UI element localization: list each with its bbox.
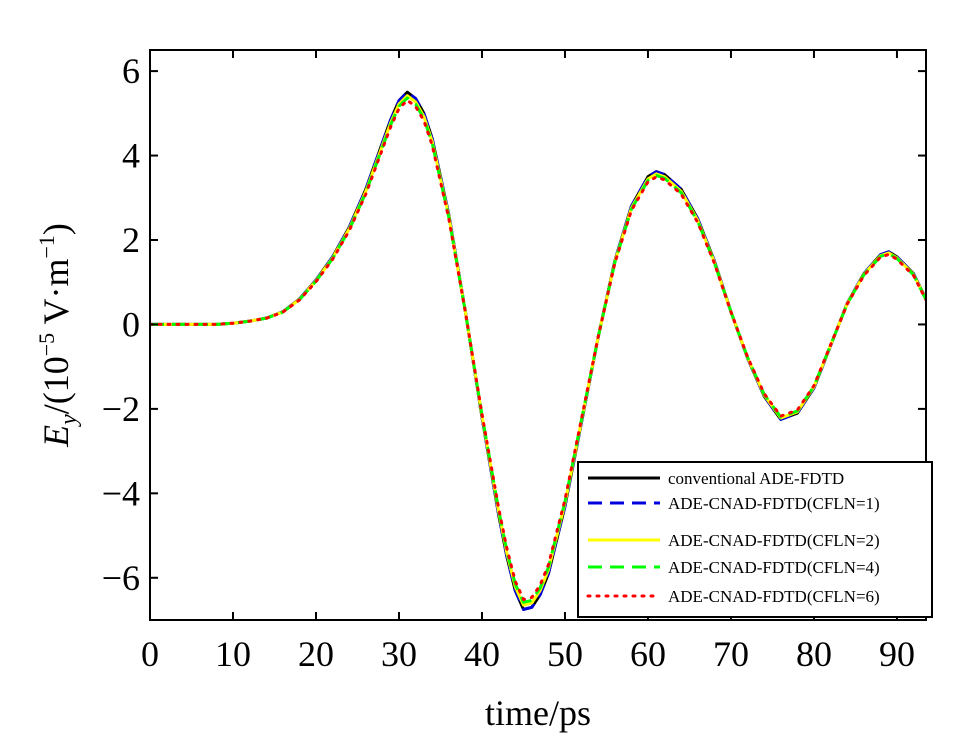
x-tick-label: 40: [464, 634, 500, 674]
x-tick-label: 50: [547, 634, 583, 674]
x-tick-label: 90: [879, 634, 915, 674]
x-tick-label: 80: [796, 634, 832, 674]
legend-label-5: ADE-CNAD-FDTD(CFLN=6): [668, 587, 880, 606]
y-tick-label: 0: [122, 304, 140, 344]
y-axis-label-unit-exponent: −1: [34, 235, 59, 258]
y-axis-label-prefix: E: [36, 425, 76, 448]
y-axis-label-subscript: y: [56, 414, 82, 427]
y-tick-label: 6: [122, 51, 140, 91]
y-axis-label-exponent: −5: [34, 333, 59, 356]
y-tick-label: −6: [102, 558, 140, 598]
legend-label-2: ADE-CNAD-FDTD(CFLN=1): [668, 494, 880, 513]
plot-lines: [150, 90, 926, 611]
x-tick-label: 30: [381, 634, 417, 674]
y-axis-label-unit: V·m: [36, 259, 76, 333]
y-ticks: −6 −4 −2 0 2 4 6: [102, 51, 926, 598]
x-tick-label: 20: [298, 634, 334, 674]
y-axis-label-open: /(10: [36, 356, 76, 414]
plot-frame: [149, 49, 927, 621]
y-tick-label: −4: [102, 473, 140, 513]
x-tick-label: 70: [713, 634, 749, 674]
x-ticks: 0 10 20 30 40 50 60 70 80 90: [141, 50, 915, 674]
y-tick-label: −2: [102, 389, 140, 429]
x-tick-label: 60: [630, 634, 666, 674]
series-line-5: [150, 98, 926, 601]
legend: conventional ADE-FDTD ADE-CNAD-FDTD(CFLN=…: [577, 461, 933, 618]
x-tick-label: 10: [215, 634, 251, 674]
y-axis-label-close: ): [36, 223, 76, 235]
legend-label-4: ADE-CNAD-FDTD(CFLN=4): [668, 558, 880, 577]
x-axis-label: time/ps: [485, 693, 591, 733]
legend-label-1: conventional ADE-FDTD: [668, 469, 844, 488]
legend-label-3: ADE-CNAD-FDTD(CFLN=2): [668, 531, 880, 550]
series-line-4: [150, 96, 926, 604]
y-axis-label: Ey/(10−5 V·m−1): [34, 223, 82, 448]
x-tick-label: 0: [141, 634, 159, 674]
y-tick-label: 2: [122, 220, 140, 260]
y-tick-label: 4: [122, 136, 140, 176]
